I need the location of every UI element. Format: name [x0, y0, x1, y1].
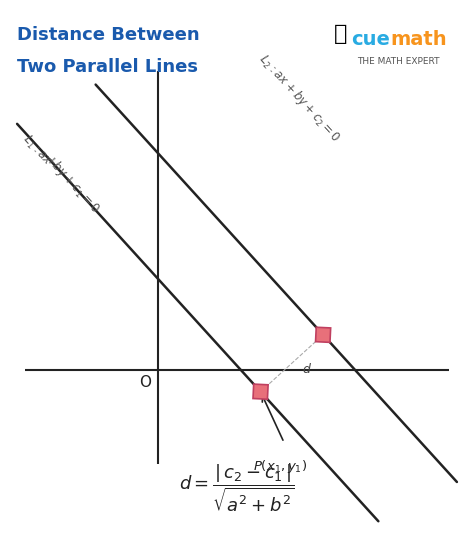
Text: $L_1 : ax$: $L_1 : ax$ — [19, 132, 55, 169]
Text: O: O — [139, 375, 151, 390]
Text: $P(x_1, y_1)$: $P(x_1, y_1)$ — [253, 458, 307, 476]
Text: $d = \dfrac{|\,c_2 - c_1\,|}{\sqrt{a^2 + b^2}}$: $d = \dfrac{|\,c_2 - c_1\,|}{\sqrt{a^2 +… — [179, 463, 295, 515]
Text: Two Parallel Lines: Two Parallel Lines — [17, 58, 198, 76]
Text: $L_2 : ax + by + c_2 = 0$: $L_2 : ax + by + c_2 = 0$ — [255, 50, 344, 146]
Polygon shape — [316, 327, 331, 342]
Text: cue: cue — [351, 30, 390, 49]
Text: math: math — [390, 30, 447, 49]
Polygon shape — [253, 384, 268, 399]
Text: THE MATH EXPERT: THE MATH EXPERT — [357, 57, 439, 66]
Text: 🚀: 🚀 — [334, 24, 347, 44]
Text: $+ by + c_1 = 0$: $+ by + c_1 = 0$ — [41, 150, 103, 217]
Text: d: d — [302, 363, 310, 376]
Text: Distance Between: Distance Between — [17, 26, 200, 43]
